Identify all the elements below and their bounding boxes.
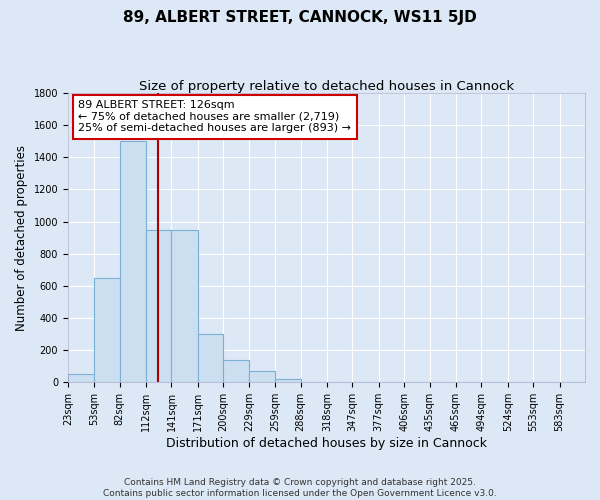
Y-axis label: Number of detached properties: Number of detached properties bbox=[15, 144, 28, 330]
Bar bbox=[94, 278, 120, 382]
Text: 89 ALBERT STREET: 126sqm
← 75% of detached houses are smaller (2,719)
25% of sem: 89 ALBERT STREET: 126sqm ← 75% of detach… bbox=[78, 100, 351, 134]
Bar bbox=[172, 230, 198, 382]
Bar bbox=[68, 374, 94, 382]
Title: Size of property relative to detached houses in Cannock: Size of property relative to detached ho… bbox=[139, 80, 514, 93]
Bar bbox=[275, 379, 301, 382]
Text: 89, ALBERT STREET, CANNOCK, WS11 5JD: 89, ALBERT STREET, CANNOCK, WS11 5JD bbox=[123, 10, 477, 25]
Bar bbox=[198, 334, 223, 382]
Bar bbox=[120, 141, 146, 382]
Text: Contains HM Land Registry data © Crown copyright and database right 2025.
Contai: Contains HM Land Registry data © Crown c… bbox=[103, 478, 497, 498]
Bar bbox=[223, 360, 249, 382]
X-axis label: Distribution of detached houses by size in Cannock: Distribution of detached houses by size … bbox=[166, 437, 487, 450]
Bar bbox=[146, 230, 172, 382]
Bar bbox=[249, 371, 275, 382]
